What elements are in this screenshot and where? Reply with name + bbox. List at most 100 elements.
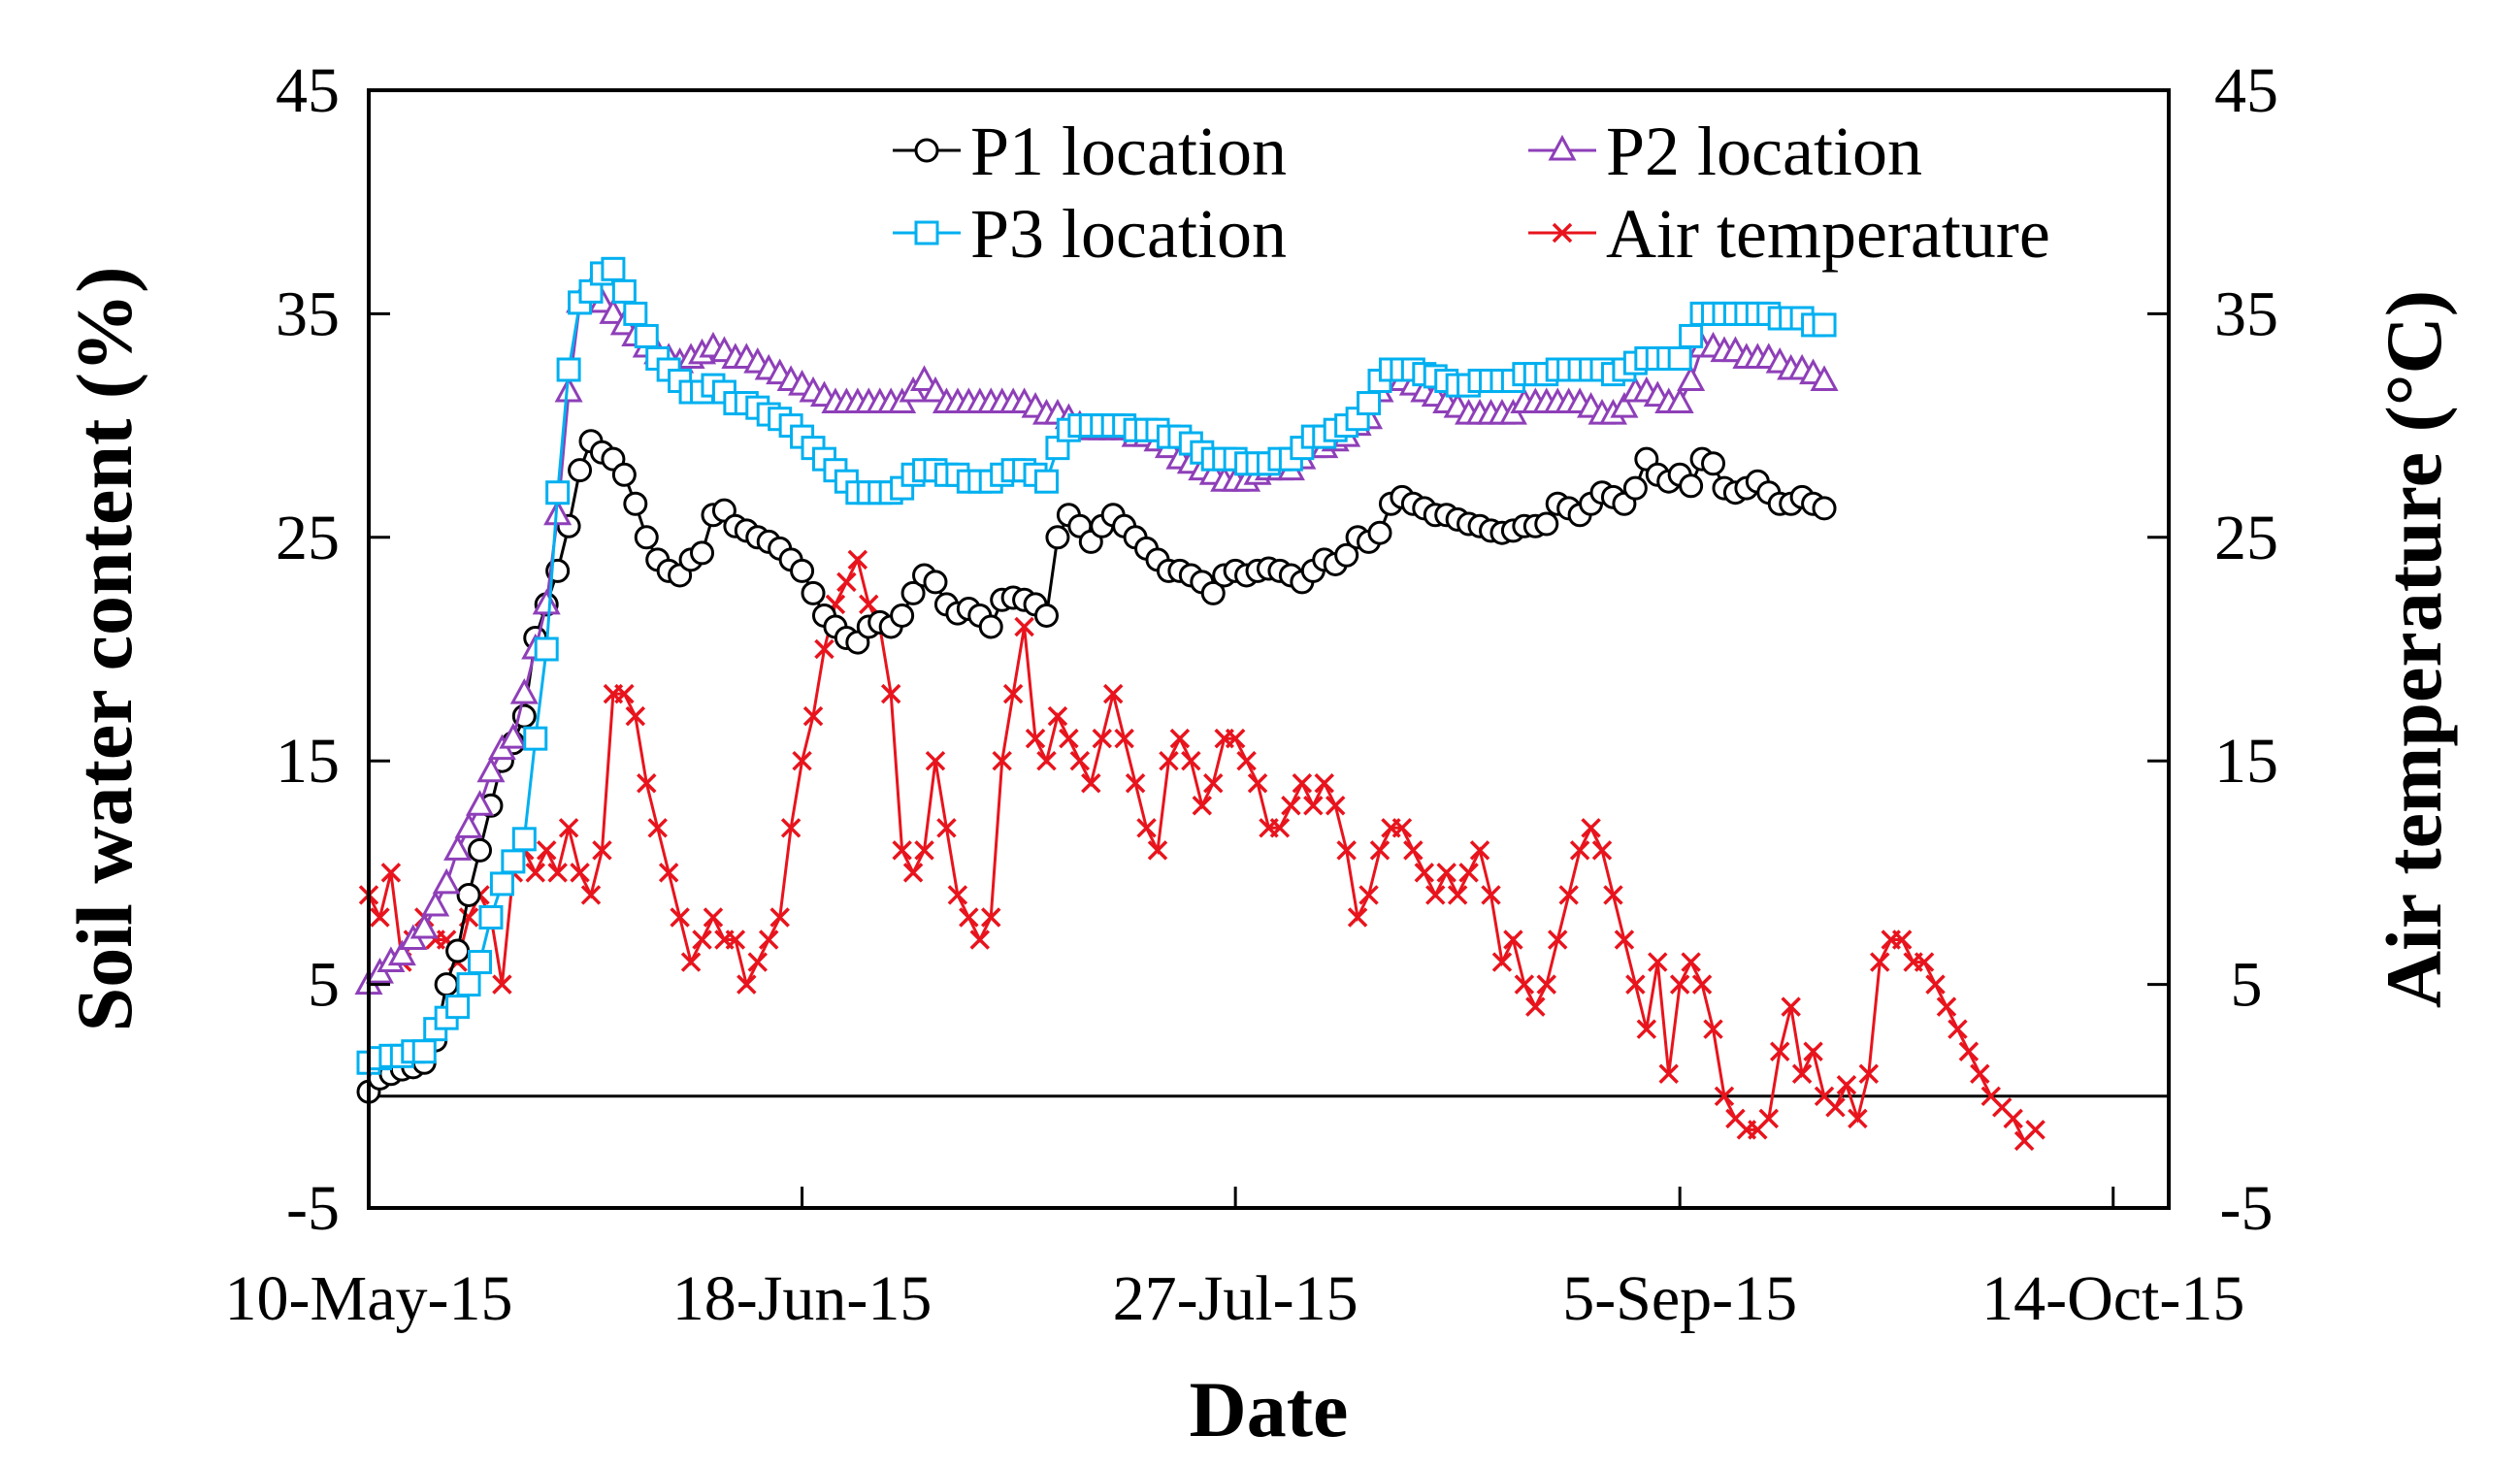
data-point-p3 <box>545 480 571 506</box>
data-point-air-temperature <box>580 885 602 905</box>
data-point-air-temperature <box>1292 773 1313 794</box>
data-point-air-temperature <box>1714 1086 1735 1107</box>
data-point-p1 <box>1200 580 1226 605</box>
data-point-air-temperature <box>2025 1120 2045 1140</box>
data-point-p1 <box>801 580 826 605</box>
data-point-air-temperature <box>1236 750 1257 771</box>
data-point-air-temperature <box>1758 1108 1780 1129</box>
data-point-air-temperature <box>1947 1019 1968 1039</box>
y-right-tick-label: 15 <box>2214 726 2278 797</box>
legend: P1 location P2 location P3 location Air … <box>893 113 2050 273</box>
legend-label-air-temperature: Air temperature <box>1606 195 2050 273</box>
data-point-air-temperature <box>892 840 912 861</box>
data-point-air-temperature <box>1069 750 1091 771</box>
data-point-air-temperature <box>1314 773 1334 794</box>
data-point-air-temperature <box>1591 840 1613 861</box>
legend-marker-p3 <box>914 220 939 245</box>
data-point-air-temperature <box>1769 1041 1790 1061</box>
data-point-air-temperature <box>1325 796 1346 816</box>
y-left-tick-label: 45 <box>276 55 340 126</box>
data-point-p2 <box>443 834 473 861</box>
data-point-p1 <box>923 570 948 595</box>
y-right-tick-label: -5 <box>2220 1173 2274 1244</box>
data-point-p2 <box>1610 392 1639 418</box>
legend-item-p1: P1 location <box>893 113 1287 190</box>
data-point-air-temperature <box>1547 930 1568 950</box>
legend-label-p2: P2 location <box>1606 113 1922 190</box>
data-point-air-temperature <box>614 683 635 704</box>
data-point-p3 <box>1679 323 1704 348</box>
data-point-air-temperature <box>1347 907 1368 928</box>
data-point-air-temperature <box>1703 1019 1723 1039</box>
plot-area-frame <box>367 88 2171 1210</box>
data-point-air-temperature <box>1481 885 1501 905</box>
data-point-p3 <box>634 323 659 348</box>
data-point-air-temperature <box>1691 974 1713 995</box>
data-point-air-temperature <box>1192 796 1213 816</box>
data-point-p3 <box>534 636 559 662</box>
data-point-p3 <box>478 904 504 930</box>
data-point-air-temperature <box>1425 885 1446 905</box>
data-point-air-temperature <box>647 818 668 838</box>
data-point-air-temperature <box>658 863 679 883</box>
data-point-p1 <box>623 491 648 516</box>
data-point-air-temperature <box>1169 728 1191 749</box>
y-right-tick-label: 25 <box>2214 503 2278 573</box>
data-point-air-temperature <box>725 930 746 950</box>
data-point-air-temperature <box>1025 728 1046 749</box>
data-point-air-temperature <box>1303 796 1324 816</box>
data-point-p1 <box>1534 511 1559 537</box>
data-point-air-temperature <box>1503 930 1523 950</box>
data-point-air-temperature <box>1102 683 1124 704</box>
data-point-air-temperature <box>1369 840 1391 861</box>
data-point-p3 <box>611 278 637 304</box>
series-layer <box>354 256 2045 1152</box>
data-point-p2 <box>499 723 528 749</box>
data-point-air-temperature <box>1491 952 1513 972</box>
x-axis-title: Date <box>1190 1365 1349 1453</box>
data-point-air-temperature <box>1625 974 1646 995</box>
data-point-air-temperature <box>769 907 790 928</box>
data-point-air-temperature <box>1936 996 1957 1017</box>
data-point-air-temperature <box>1469 840 1490 861</box>
legend-marker-p2 <box>1548 134 1577 161</box>
data-point-air-temperature <box>1059 728 1079 749</box>
data-point-air-temperature <box>1781 996 1801 1017</box>
y-left-tick-label: 25 <box>276 503 340 573</box>
data-point-air-temperature <box>1403 840 1424 861</box>
data-point-air-temperature <box>1436 863 1456 883</box>
data-point-air-temperature <box>1159 750 1179 771</box>
data-point-air-temperature <box>1536 974 1557 995</box>
data-point-p2 <box>910 365 939 392</box>
data-point-air-temperature <box>1036 750 1057 771</box>
data-point-air-temperature <box>1336 840 1357 861</box>
data-point-p1 <box>1045 525 1070 550</box>
x-tick-label: 27-Jul-15 <box>1113 1263 1358 1334</box>
data-point-p1 <box>1033 603 1059 628</box>
legend-label-p1: P1 location <box>970 113 1287 190</box>
data-point-p2 <box>465 790 495 816</box>
y-left-tick-label: 15 <box>276 726 340 797</box>
data-point-air-temperature <box>492 974 512 995</box>
data-point-p1 <box>690 540 715 566</box>
data-point-air-temperature <box>1125 773 1146 794</box>
data-point-air-temperature <box>780 818 802 838</box>
data-point-air-temperature <box>1970 1063 1990 1084</box>
data-point-p2 <box>1810 365 1839 392</box>
series-p3 <box>356 256 1837 1075</box>
data-point-air-temperature <box>747 952 769 972</box>
data-point-p2 <box>921 375 950 403</box>
data-point-p3 <box>623 301 648 326</box>
data-point-p3 <box>456 972 481 997</box>
y-left-tick-label: 5 <box>308 950 340 1021</box>
legend-marker-air-temperature <box>1552 222 1573 244</box>
x-tick-label: 14-Oct-15 <box>1981 1263 2244 1334</box>
data-point-air-temperature <box>1681 952 1701 972</box>
data-point-p3 <box>1357 391 1382 416</box>
data-point-air-temperature <box>836 571 857 593</box>
data-point-p2 <box>409 912 439 939</box>
data-point-air-temperature <box>736 974 757 995</box>
x-tick-label: 5-Sep-15 <box>1562 1263 1797 1334</box>
data-point-p1 <box>468 837 493 863</box>
